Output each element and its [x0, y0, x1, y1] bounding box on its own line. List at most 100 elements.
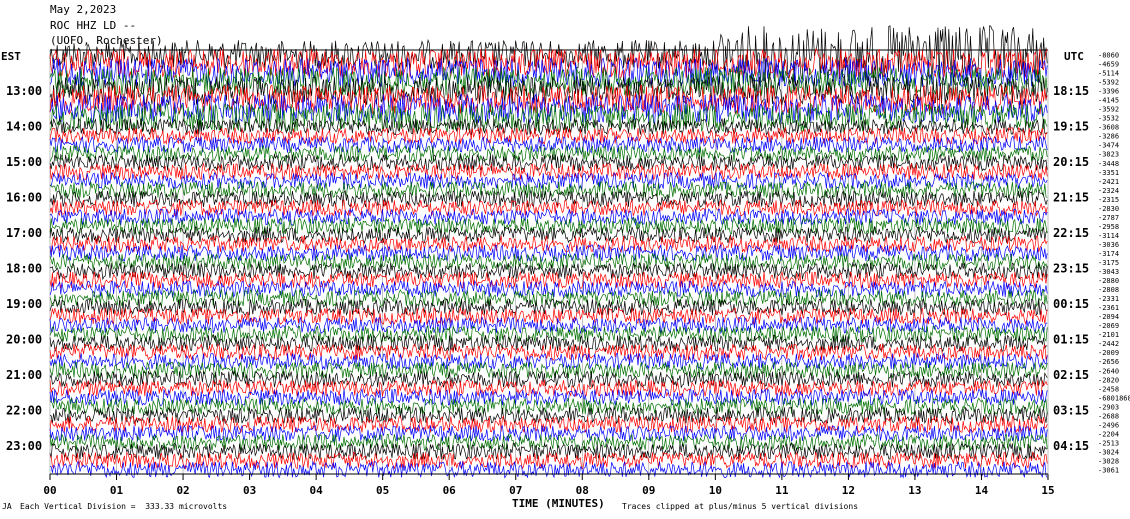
seismic-trace	[49, 243, 1048, 263]
seismic-trace	[49, 225, 1048, 244]
x-tick-label: 10	[709, 484, 722, 497]
x-tick-label: 08	[576, 484, 589, 497]
trace-offset-label: -3174	[1098, 250, 1119, 258]
left-hour-label: 16:00	[6, 191, 42, 205]
seismic-trace	[49, 351, 1048, 371]
left-hour-label: 13:00	[6, 84, 42, 98]
seismic-trace	[49, 370, 1048, 389]
trace-offset-label: -2958	[1098, 223, 1119, 231]
trace-offset-label: -3592	[1098, 106, 1119, 114]
x-tick-label: 04	[310, 484, 324, 497]
trace-offset-label: -2458	[1098, 385, 1119, 393]
est-label: EST	[1, 50, 21, 63]
right-hour-labels: 18:15 19:15 20:15 21:15 22:15 23:15 00:15 01:15…	[1053, 84, 1089, 453]
x-tick-label: 13	[908, 484, 921, 497]
right-hour-label: 22:15	[1053, 226, 1089, 240]
trace-offset-label: -3043	[1098, 268, 1119, 276]
seismic-trace	[49, 288, 1048, 308]
trace-offset-label: -2069	[1098, 322, 1119, 330]
station-label: ROC HHZ LD --	[50, 19, 137, 32]
seismic-trace	[49, 325, 1048, 344]
x-tick-label: 00	[43, 484, 56, 497]
right-hour-label: 03:15	[1053, 404, 1089, 418]
seismic-trace	[49, 66, 1048, 97]
left-hour-label: 18:00	[6, 262, 42, 276]
trace-offset-label: -2421	[1098, 178, 1119, 186]
trace-offset-label: -3036	[1098, 241, 1119, 249]
trace-offset-label: -2513	[1098, 439, 1119, 447]
trace-offset-label: -4145	[1098, 97, 1119, 105]
seismic-trace	[49, 387, 1048, 407]
right-hour-label: 20:15	[1053, 155, 1089, 169]
trace-offset-label: -5114	[1098, 70, 1119, 78]
trace-offset-label: -2094	[1098, 313, 1119, 321]
trace-offset-label: -2204	[1098, 430, 1119, 438]
x-tick-label: 09	[642, 484, 655, 497]
trace-offset-label: -2496	[1098, 421, 1119, 429]
seismic-trace	[49, 117, 1048, 136]
trace-offset-label: -3823	[1098, 151, 1119, 159]
trace-offset-label: -3286	[1098, 133, 1119, 141]
trace-offset-label: -2808	[1098, 286, 1119, 294]
right-hour-label: 01:15	[1053, 333, 1089, 347]
seismic-trace	[49, 306, 1048, 326]
left-hour-label: 14:00	[6, 120, 42, 134]
trace-offset-label: -3474	[1098, 142, 1119, 150]
scale-note: Each Vertical Division = 333.33 microvol…	[20, 502, 228, 511]
utc-label: UTC	[1064, 50, 1084, 63]
trace-offset-label: -2880	[1098, 277, 1119, 285]
trace-offset-label: -2640	[1098, 367, 1119, 375]
trace-group	[49, 25, 1048, 479]
seismic-trace	[49, 315, 1048, 335]
x-tick-label: 07	[509, 484, 522, 497]
trace-offset-label: -2101	[1098, 331, 1119, 339]
seismic-trace	[49, 216, 1048, 236]
right-hour-label: 23:15	[1053, 262, 1089, 276]
seismic-trace	[49, 361, 1048, 380]
date-label: May 2,2023	[50, 3, 117, 16]
seismic-trace	[49, 342, 1048, 362]
seismic-trace	[49, 397, 1048, 416]
seismic-trace	[49, 207, 1048, 227]
right-hour-label: 04:15	[1053, 439, 1089, 453]
x-tick-label: 03	[243, 484, 256, 497]
trace-offset-label: -3028	[1098, 457, 1119, 465]
right-hour-label: 19:15	[1053, 120, 1089, 134]
trace-offset-label: -2324	[1098, 187, 1119, 195]
seismic-trace	[50, 261, 1048, 281]
left-hour-labels: 13:00 14:00 15:00 16:00 17:00 18:00 19:00 20:00…	[6, 84, 42, 453]
seismic-trace	[49, 460, 1048, 479]
x-tick-label: 12	[842, 484, 855, 497]
x-tick-label: 01	[110, 484, 124, 497]
seismic-trace	[49, 451, 1048, 470]
trace-offset-label: -3448	[1098, 160, 1119, 168]
trace-offset-label: -2787	[1098, 214, 1119, 222]
x-tick-label: 14	[975, 484, 989, 497]
trace-offset-label: -2820	[1098, 376, 1119, 384]
corner-mark: JA	[2, 502, 12, 511]
seismic-trace	[49, 270, 1048, 290]
right-hour-label: 21:15	[1053, 191, 1089, 205]
seismic-trace	[49, 406, 1048, 425]
trace-offset-label: -3532	[1098, 115, 1119, 123]
trace-offset-label: -6801868	[1098, 394, 1130, 402]
trace-offset-label: -2361	[1098, 304, 1119, 312]
seismic-trace	[49, 135, 1048, 155]
trace-offset-label: -2688	[1098, 412, 1119, 420]
trace-offset-label: -2331	[1098, 295, 1119, 303]
trace-offset-label: -3608	[1098, 124, 1119, 132]
trace-offset-label: -5392	[1098, 79, 1119, 87]
trace-offset-label: -2656	[1098, 358, 1119, 366]
seismic-trace	[49, 198, 1048, 217]
trace-offset-label: -3351	[1098, 169, 1119, 177]
right-hour-label: 18:15	[1053, 84, 1089, 98]
x-axis: 00 01 02 03 04 05 06 07 08 09 10 11 12 13 14 15	[43, 473, 1055, 497]
seismic-trace	[49, 378, 1048, 398]
trace-offset-label: -2830	[1098, 205, 1119, 213]
trace-offset-label: -2442	[1098, 340, 1119, 348]
seismic-trace	[49, 75, 1048, 106]
trace-offset-label: -3396	[1098, 88, 1119, 96]
x-tick-label: 06	[443, 484, 457, 497]
